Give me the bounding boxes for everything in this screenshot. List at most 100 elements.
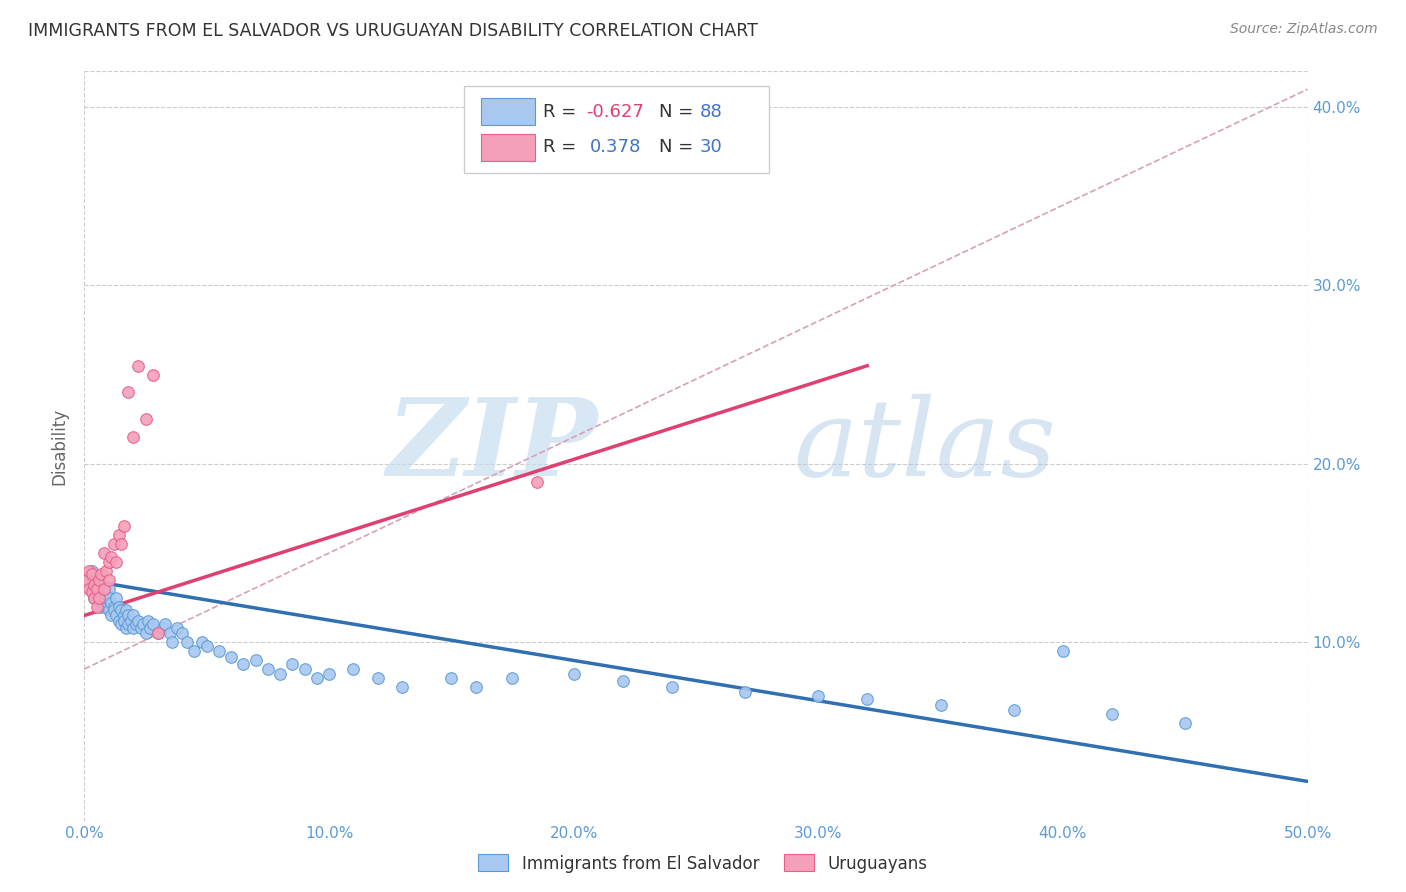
Point <box>159 626 181 640</box>
Point <box>96 564 118 578</box>
Text: N =: N = <box>659 103 699 120</box>
Point <box>86 599 108 614</box>
Point <box>107 528 129 542</box>
Point <box>305 671 328 685</box>
Point <box>93 596 115 610</box>
Text: R =: R = <box>543 103 582 120</box>
Point <box>526 475 548 489</box>
Text: 88: 88 <box>700 103 723 120</box>
Text: 0.378: 0.378 <box>589 138 641 156</box>
Point <box>120 614 142 628</box>
Point <box>232 657 254 671</box>
Point <box>807 689 830 703</box>
Point <box>166 621 188 635</box>
Point <box>152 621 174 635</box>
FancyBboxPatch shape <box>464 87 769 172</box>
FancyBboxPatch shape <box>481 98 534 125</box>
Point <box>112 614 135 628</box>
Point <box>96 591 118 605</box>
Point <box>318 667 340 681</box>
Point <box>162 635 184 649</box>
Point <box>132 617 155 632</box>
Point <box>77 582 100 596</box>
Point <box>77 573 100 587</box>
Point <box>153 617 176 632</box>
Point <box>80 582 103 596</box>
Point <box>80 585 103 599</box>
Point <box>129 621 152 635</box>
Point <box>117 617 139 632</box>
Point <box>97 573 120 587</box>
Point <box>100 596 122 610</box>
Point <box>122 430 145 444</box>
Point <box>115 621 138 635</box>
Point <box>1002 703 1025 717</box>
Point <box>93 546 115 560</box>
Point <box>110 617 132 632</box>
Point <box>127 614 149 628</box>
Point <box>83 591 105 605</box>
Point <box>93 591 115 605</box>
Point <box>257 662 280 676</box>
Point <box>191 635 214 649</box>
Point <box>87 573 110 587</box>
Point <box>219 649 242 664</box>
Point <box>856 692 879 706</box>
Point <box>110 603 132 617</box>
Legend: Immigrants from El Salvador, Uruguayans: Immigrants from El Salvador, Uruguayans <box>472 847 934 880</box>
Point <box>125 617 148 632</box>
Point <box>76 573 98 587</box>
Point <box>90 578 112 592</box>
Point <box>142 368 165 382</box>
Point <box>391 680 413 694</box>
Point <box>103 537 125 551</box>
Point <box>90 585 112 599</box>
Point <box>87 573 110 587</box>
Text: ZIP: ZIP <box>387 393 598 499</box>
Point <box>100 608 122 623</box>
Point <box>195 639 218 653</box>
Point <box>105 608 128 623</box>
Point <box>86 582 108 596</box>
Point <box>183 644 205 658</box>
Y-axis label: Disability: Disability <box>51 408 69 484</box>
Point <box>502 671 524 685</box>
Point <box>135 626 157 640</box>
Text: N =: N = <box>659 138 699 156</box>
Point <box>90 599 112 614</box>
Point <box>97 582 120 596</box>
Point <box>562 667 585 681</box>
Point <box>117 608 139 623</box>
Point <box>139 621 162 635</box>
Point <box>122 608 145 623</box>
Point <box>281 657 304 671</box>
Point <box>86 582 108 596</box>
Point <box>83 578 105 592</box>
Point <box>464 680 486 694</box>
Point <box>294 662 316 676</box>
FancyBboxPatch shape <box>481 134 534 161</box>
Point <box>87 591 110 605</box>
Point <box>103 603 125 617</box>
Point <box>93 582 115 596</box>
Point <box>245 653 267 667</box>
Point <box>115 603 138 617</box>
Point <box>122 621 145 635</box>
Text: atlas: atlas <box>794 393 1057 499</box>
Point <box>87 582 110 596</box>
Text: 30: 30 <box>700 138 723 156</box>
Point <box>77 564 100 578</box>
Point <box>135 412 157 426</box>
Point <box>83 573 105 587</box>
Text: Source: ZipAtlas.com: Source: ZipAtlas.com <box>1230 22 1378 37</box>
Point <box>80 567 103 582</box>
Point <box>176 635 198 649</box>
Point <box>100 549 122 564</box>
Point <box>96 599 118 614</box>
Point <box>661 680 683 694</box>
Point <box>112 608 135 623</box>
Point <box>440 671 463 685</box>
Point <box>146 626 169 640</box>
Point <box>83 591 105 605</box>
Point <box>136 614 159 628</box>
